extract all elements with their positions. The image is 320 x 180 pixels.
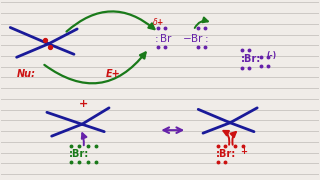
Text: :Br:: :Br: xyxy=(216,149,236,159)
Text: :Br:: :Br: xyxy=(241,54,261,64)
Text: :Br:: :Br: xyxy=(69,149,90,159)
Text: +: + xyxy=(79,99,88,109)
Text: (-): (-) xyxy=(267,51,277,60)
Text: Nu:: Nu: xyxy=(17,69,36,79)
Text: +: + xyxy=(241,147,248,156)
Text: E+: E+ xyxy=(106,69,121,79)
Text: $\delta$+: $\delta$+ xyxy=(152,16,164,27)
Text: $\mathsf{:Br}$: $\mathsf{:Br}$ xyxy=(152,32,173,44)
Text: $\mathsf{- Br:}$: $\mathsf{- Br:}$ xyxy=(182,32,209,44)
